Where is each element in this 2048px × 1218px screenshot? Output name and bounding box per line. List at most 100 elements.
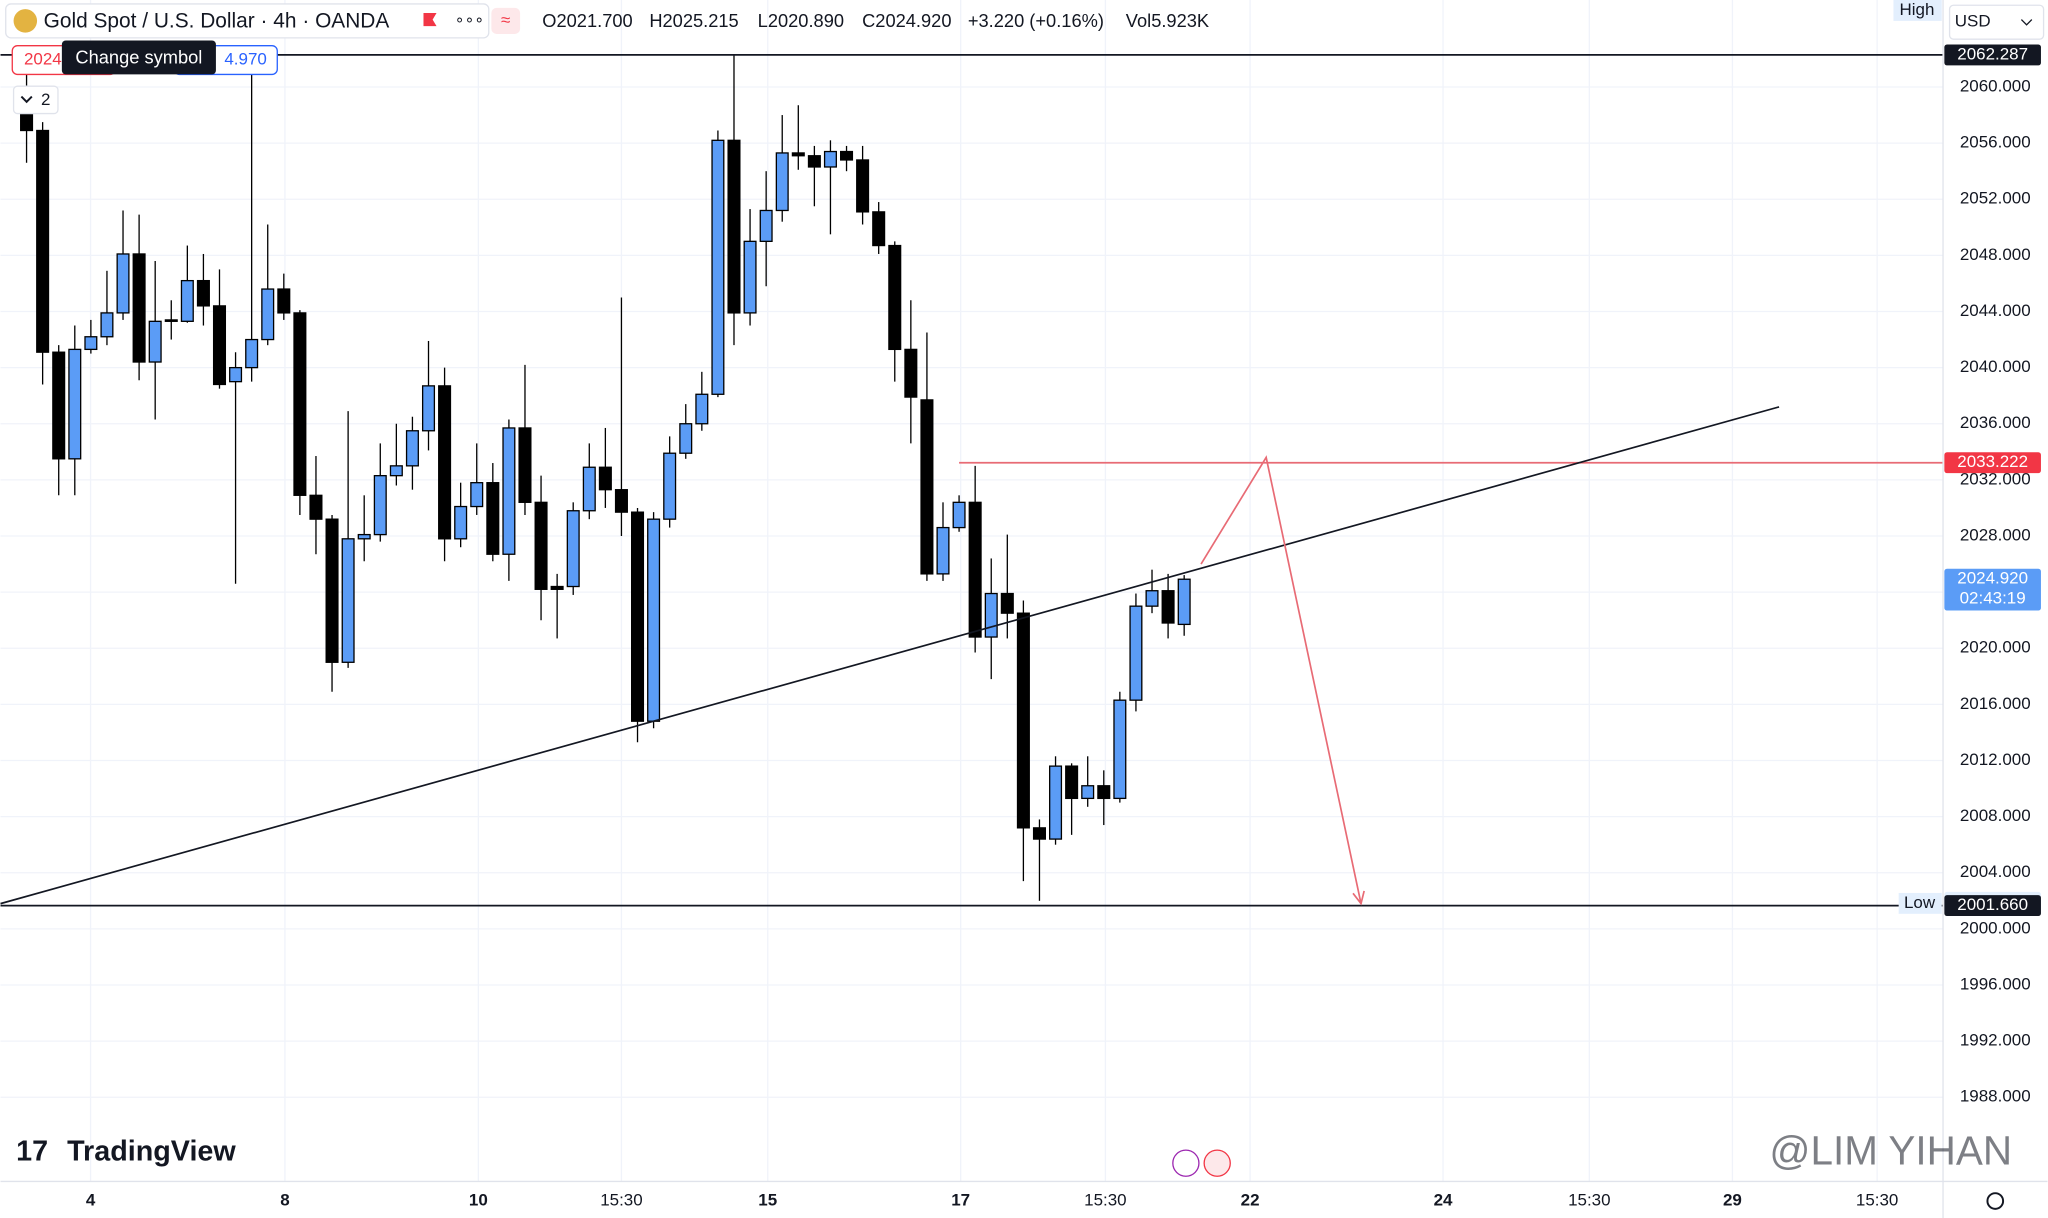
- y-tick-label: 2028.000: [1960, 525, 2031, 544]
- more-icon[interactable]: ∘∘∘: [455, 12, 484, 29]
- candle-body: [727, 139, 741, 314]
- x-tick-label: 15:30: [600, 1191, 642, 1210]
- axes: 1988.000 1992.000 1996.000 2000.000 2004.000…: [86, 44, 2041, 1210]
- drawing-line: [0, 406, 1780, 905]
- symbol-title[interactable]: Gold Spot / U.S. Dollar · 4h · OANDA: [44, 10, 390, 33]
- candle-body: [920, 399, 934, 575]
- y-tick-label: 2000.000: [1960, 918, 2031, 937]
- price-label: [1944, 895, 2041, 917]
- candle-body: [856, 159, 870, 213]
- candle-body: [100, 312, 114, 338]
- candle-body: [164, 319, 178, 322]
- candle-body: [277, 288, 291, 314]
- candle-body: [36, 129, 50, 353]
- symbol-box[interactable]: [5, 3, 490, 39]
- y-tick-label: 2036.000: [1960, 413, 2031, 432]
- candle-body: [389, 465, 403, 477]
- y-tick-label: 2044.000: [1960, 301, 2031, 320]
- ohlc-low: L2020.890: [758, 10, 844, 31]
- candle-body: [486, 482, 500, 555]
- candle-body: [1145, 590, 1159, 607]
- price-label: [1944, 568, 2041, 611]
- low-tag-text: Low: [1904, 893, 1936, 912]
- currency-select[interactable]: [1948, 4, 2045, 40]
- x-tick-label: 22: [1241, 1191, 1260, 1210]
- settings-icon[interactable]: [1986, 1192, 2005, 1210]
- event-icon[interactable]: [1203, 1149, 1231, 1177]
- y-tick-label: 2048.000: [1960, 245, 2031, 264]
- y-tick-label: 2052.000: [1960, 189, 2031, 208]
- x-tick-label: 4: [86, 1191, 96, 1210]
- ohlc-close: C2024.920: [862, 10, 951, 31]
- candle-body: [196, 279, 210, 307]
- compare-icon[interactable]: ≈: [501, 10, 510, 29]
- candle-body: [325, 518, 339, 663]
- indicator-count[interactable]: 2: [41, 90, 50, 109]
- candle-body: [872, 211, 886, 247]
- tooltip-text: Change symbol: [75, 47, 202, 68]
- candle-body: [904, 348, 918, 398]
- candle-body: [1129, 605, 1143, 701]
- candle-body: [180, 279, 194, 322]
- sell-price[interactable]: 2024: [24, 50, 62, 69]
- y-tick-label: 2020.000: [1960, 638, 2031, 657]
- arrow-head: [1352, 890, 1365, 906]
- flag-icon[interactable]: [423, 13, 437, 27]
- buy-price[interactable]: 4.970: [224, 50, 266, 69]
- candle-body: [759, 209, 773, 242]
- candle-body: [357, 533, 371, 540]
- candle-body: [614, 489, 628, 513]
- compare-button[interactable]: [491, 7, 521, 34]
- high-tag-text: High: [1899, 0, 1934, 19]
- price-label-text: 2033.222: [1957, 452, 2028, 471]
- candle-body: [598, 466, 612, 491]
- y-tick-label: 1988.000: [1960, 1087, 2031, 1106]
- candle-body: [1113, 699, 1127, 800]
- candle-body: [1000, 592, 1014, 614]
- candle-body: [840, 150, 854, 161]
- x-tick-label: 15:30: [1856, 1191, 1898, 1210]
- candle-body: [132, 253, 146, 363]
- x-tick-label: 8: [280, 1191, 289, 1210]
- candle-body: [293, 312, 307, 496]
- candle-body: [470, 482, 484, 508]
- candle-body: [888, 244, 902, 351]
- y-tick-label: 2004.000: [1960, 862, 2031, 881]
- high-tag: [1893, 0, 1942, 21]
- price-label: [1944, 44, 2041, 66]
- logo-mark: 17: [16, 1135, 48, 1167]
- candle-body: [775, 152, 789, 212]
- candle-body: [743, 240, 757, 314]
- volume: Vol5.923K: [1126, 10, 1209, 31]
- candle-body: [1177, 578, 1191, 626]
- candle-body: [1161, 590, 1175, 624]
- price-label: [1944, 452, 2041, 474]
- candle-body: [245, 338, 259, 369]
- currency-text[interactable]: USD: [1955, 12, 1991, 31]
- y-tick-label: 2060.000: [1960, 76, 2031, 95]
- chevron: [20, 95, 33, 104]
- price-label-text: 2001.660: [1957, 895, 2028, 914]
- ohlc-open: O2021.700: [542, 10, 632, 31]
- x-tick-label: 10: [469, 1191, 488, 1210]
- candle-body: [373, 475, 387, 536]
- price-label-text: 2024.920: [1957, 569, 2028, 588]
- candle-body: [952, 501, 966, 529]
- candle-body: [116, 253, 130, 314]
- x-tick-label: 29: [1723, 1191, 1742, 1210]
- candle-body: [1049, 765, 1063, 840]
- candle-body: [647, 518, 661, 722]
- logo-text[interactable]: TradingView: [67, 1135, 236, 1167]
- candle-body: [823, 150, 837, 168]
- event-icon[interactable]: [1172, 1149, 1200, 1177]
- candle-body: [582, 466, 596, 512]
- indicator-toggle[interactable]: [12, 85, 59, 115]
- x-tick-label: 17: [951, 1191, 970, 1210]
- candle-body: [148, 320, 162, 363]
- x-tick-label: 15: [758, 1191, 777, 1210]
- candle-body: [936, 526, 950, 575]
- candle-body: [984, 592, 998, 638]
- candle-body: [68, 348, 82, 460]
- x-tick-label: 24: [1434, 1191, 1453, 1210]
